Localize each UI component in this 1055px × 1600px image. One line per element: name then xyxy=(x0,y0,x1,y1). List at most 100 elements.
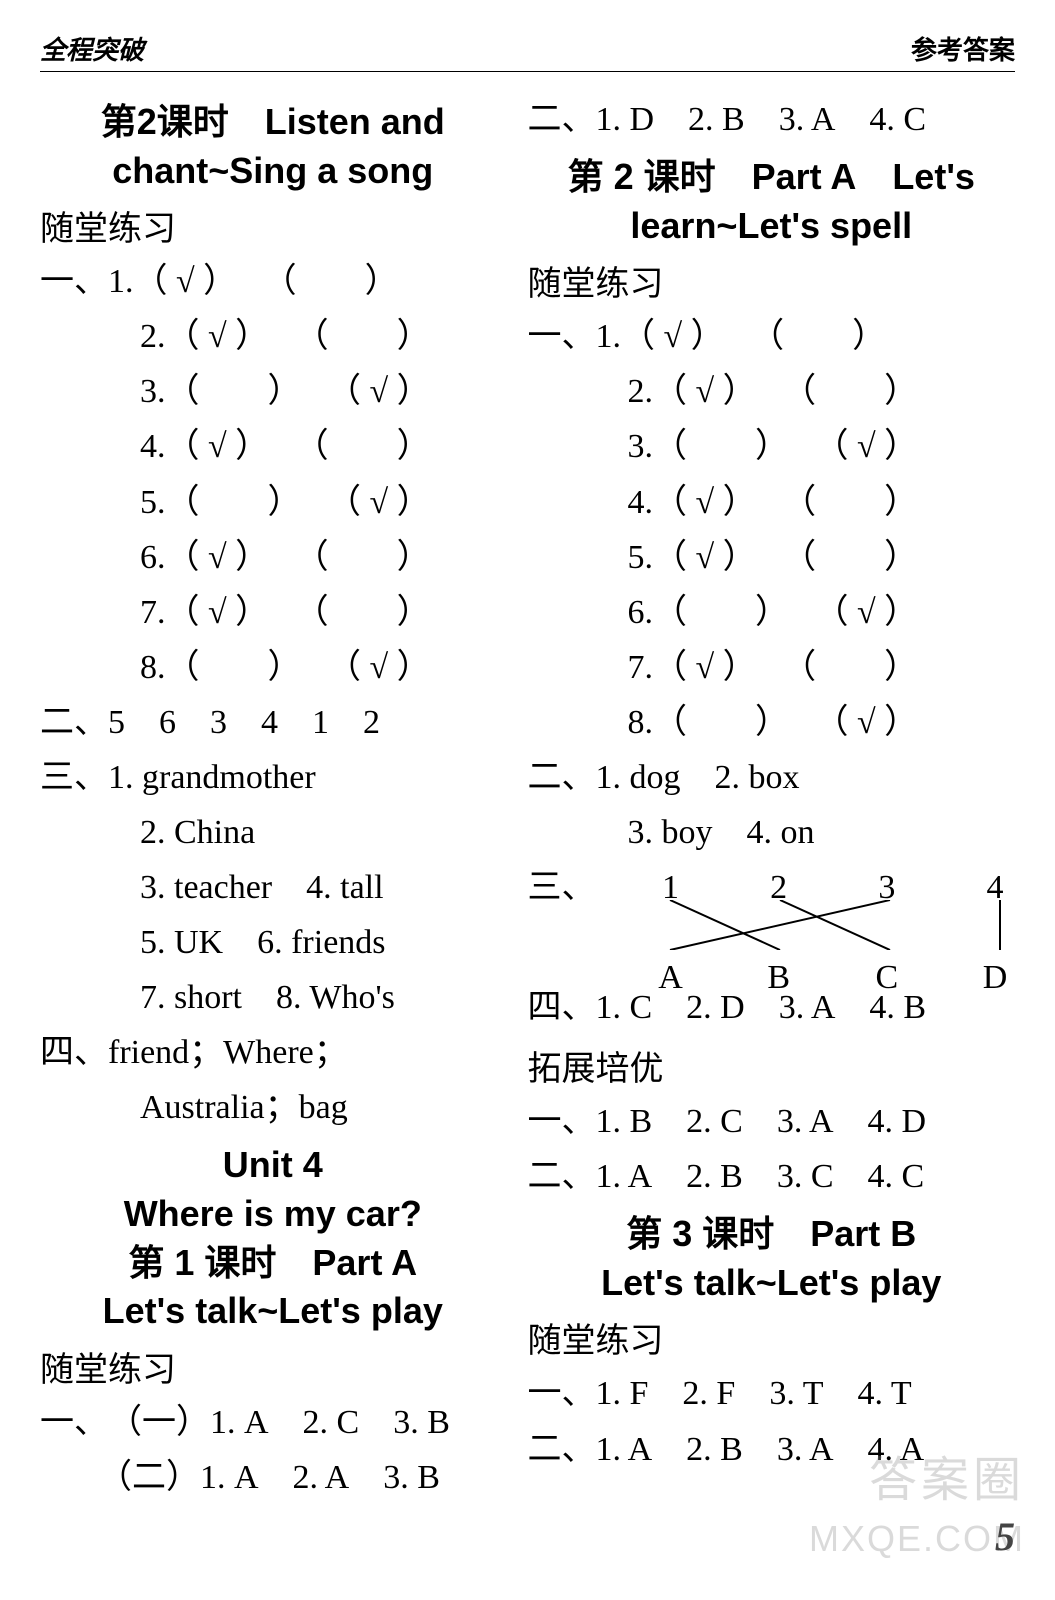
item-right: （ ） xyxy=(295,585,431,640)
sec2-label: 二、 xyxy=(40,695,108,750)
left-column: 第2课时 Listen and chant~Sing a song 随堂练习 一… xyxy=(40,92,506,1505)
match-b: A xyxy=(650,950,690,1005)
item-n: 5. xyxy=(140,484,166,521)
content-columns: 第2课时 Listen and chant~Sing a song 随堂练习 一… xyxy=(40,92,1015,1505)
ext2-label: 二、 xyxy=(528,1149,596,1204)
item-n: 1. xyxy=(108,254,134,309)
lesson2-title-1: 第2课时 Listen and xyxy=(101,101,445,142)
sec1-row: 3.（ ） （ √ ） xyxy=(40,364,506,419)
lesson2-r2: learn~Let's spell xyxy=(630,205,912,246)
ext1-row: 一、1. B 2. C 3. A 4. D xyxy=(528,1094,1016,1149)
item-n: 6. xyxy=(140,539,166,576)
sec1-row: 5.（ ） （ √ ） xyxy=(40,475,506,530)
rsec1-row: 4.（ √ ） （ ） xyxy=(528,475,1016,530)
item-left: （ √ ） xyxy=(653,475,757,530)
lesson3-l1: 第 3 课时 Part B xyxy=(626,1213,916,1254)
sec4-label: 四、 xyxy=(40,1025,108,1080)
item-left: （ √ ） xyxy=(134,254,238,309)
watermark-url: MXQE.COM xyxy=(809,1518,1025,1560)
item-right: （ √ ） xyxy=(327,475,431,530)
rsec1-row: 5.（ √ ） （ ） xyxy=(528,530,1016,585)
item-left: （ ） xyxy=(653,585,789,640)
l1sec1-row: （二）1. A 2. A 3. B xyxy=(40,1450,506,1505)
item-left: （ √ ） xyxy=(653,640,757,695)
item-n: 8. xyxy=(628,704,654,741)
l1sec2-text: 1. D 2. B 3. A 4. C xyxy=(596,92,927,147)
rsec1-row: 6.（ ） （ √ ） xyxy=(528,585,1016,640)
item-n: 6. xyxy=(628,594,654,631)
item-n: 5. xyxy=(628,539,654,576)
sec1-row: 4.（ √ ） （ ） xyxy=(40,419,506,474)
sec4-row: Australia；bag xyxy=(40,1080,506,1135)
sec3-label: 三、 xyxy=(40,750,108,805)
rsec2-text: 1. dog 2. box xyxy=(596,750,800,805)
item-right: （ ） xyxy=(263,254,399,309)
rsec1-row: 2.（ √ ） （ ） xyxy=(528,364,1016,419)
sec4-text: friend；Where； xyxy=(108,1025,348,1080)
rsec1-row: 3.（ ） （ √ ） xyxy=(528,419,1016,474)
rsec2-row: 3. boy 4. on xyxy=(528,805,1016,860)
item-left: （ √ ） xyxy=(166,419,270,474)
item-n: 2. xyxy=(140,318,166,355)
header-left: 全程突破 xyxy=(40,30,144,67)
sec3-row: 3. teacher 4. tall xyxy=(40,860,506,915)
item-left: （ √ ） xyxy=(653,530,757,585)
item-left: （ √ ） xyxy=(653,364,757,419)
item-n: 8. xyxy=(140,649,166,686)
item-n: 4. xyxy=(628,484,654,521)
item-left: （ √ ） xyxy=(621,309,725,364)
unit4-title: Unit 4 Where is my car? 第 1 课时 Part A Le… xyxy=(40,1141,506,1335)
item-n: 3. xyxy=(140,373,166,410)
item-right: （ ） xyxy=(782,530,918,585)
lesson1-l2: Let's talk~Let's play xyxy=(103,1290,443,1331)
rsec3-label: 三、 xyxy=(528,860,595,915)
ext1-text: 1. B 2. C 3. A 4. D xyxy=(596,1094,927,1149)
practice-label: 随堂练习 xyxy=(40,1342,506,1391)
l1sec2-label: 二、 xyxy=(528,92,596,147)
sec1-row: 2.（ √ ） （ ） xyxy=(40,309,506,364)
sec2-row: 二、5 6 3 4 1 2 xyxy=(40,695,506,750)
l1sec1-label: 一、 xyxy=(40,1395,108,1450)
sec3-text: 1. grandmother xyxy=(108,750,316,805)
item-left: （ √ ） xyxy=(166,309,270,364)
lesson2-title-r: 第 2 课时 Part A Let's learn~Let's spell xyxy=(528,153,1016,250)
l3sec1-row: 一、1. F 2. F 3. T 4. T xyxy=(528,1366,1016,1421)
l3sec1-label: 一、 xyxy=(528,1366,596,1421)
practice-label-r: 随堂练习 xyxy=(528,256,1016,305)
item-right: （ √ ） xyxy=(815,419,919,474)
rsec1-row: 一、1.（ √ ） （ ） xyxy=(528,309,1016,364)
ext2-row: 二、1. A 2. B 3. C 4. C xyxy=(528,1149,1016,1204)
item-left: （ √ ） xyxy=(166,585,270,640)
item-left: （ ） xyxy=(166,475,302,530)
item-right: （ ） xyxy=(295,309,431,364)
unit4-t1: Unit 4 xyxy=(223,1144,323,1185)
practice-label3: 随堂练习 xyxy=(528,1313,1016,1362)
page-header: 全程突破 参考答案 xyxy=(40,30,1015,72)
match-b: C xyxy=(867,950,907,1005)
item-right: （ √ ） xyxy=(815,585,919,640)
item-n: 4. xyxy=(140,428,166,465)
sec2-text: 5 6 3 4 1 2 xyxy=(108,695,380,750)
unit4-t2: Where is my car? xyxy=(124,1193,422,1234)
rsec2-row: 二、1. dog 2. box xyxy=(528,750,1016,805)
match-b: D xyxy=(975,950,1015,1005)
right-column: 二、1. D 2. B 3. A 4. C 第 2 课时 Part A Let'… xyxy=(528,92,1016,1505)
lesson3-title: 第 3 课时 Part B Let's talk~Let's play xyxy=(528,1210,1016,1307)
l1sec2-row: 二、1. D 2. B 3. A 4. C xyxy=(528,92,1016,147)
match-diagram: 1 2 3 4 A B C D xyxy=(650,860,1015,980)
lesson2-r1: 第 2 课时 Part A Let's xyxy=(568,156,975,197)
item-left: （ ） xyxy=(653,695,789,750)
sec4-row: 四、friend；Where； xyxy=(40,1025,506,1080)
practice-label: 随堂练习 xyxy=(40,201,506,250)
match-bot: A B C D xyxy=(650,950,1015,1005)
lesson1-l1: 第 1 课时 Part A xyxy=(128,1242,417,1283)
rsec4-label: 四、 xyxy=(528,980,596,1035)
rsec1-row: 7.（ √ ） （ ） xyxy=(528,640,1016,695)
sec1-row: 8.（ ） （ √ ） xyxy=(40,640,506,695)
item-right: （ ） xyxy=(782,364,918,419)
sec3-row: 三、1. grandmother xyxy=(40,750,506,805)
item-left: （ ） xyxy=(166,640,302,695)
ext2-text: 1. A 2. B 3. C 4. C xyxy=(596,1149,925,1204)
item-right: （ √ ） xyxy=(815,695,919,750)
header-right: 参考答案 xyxy=(911,30,1015,67)
